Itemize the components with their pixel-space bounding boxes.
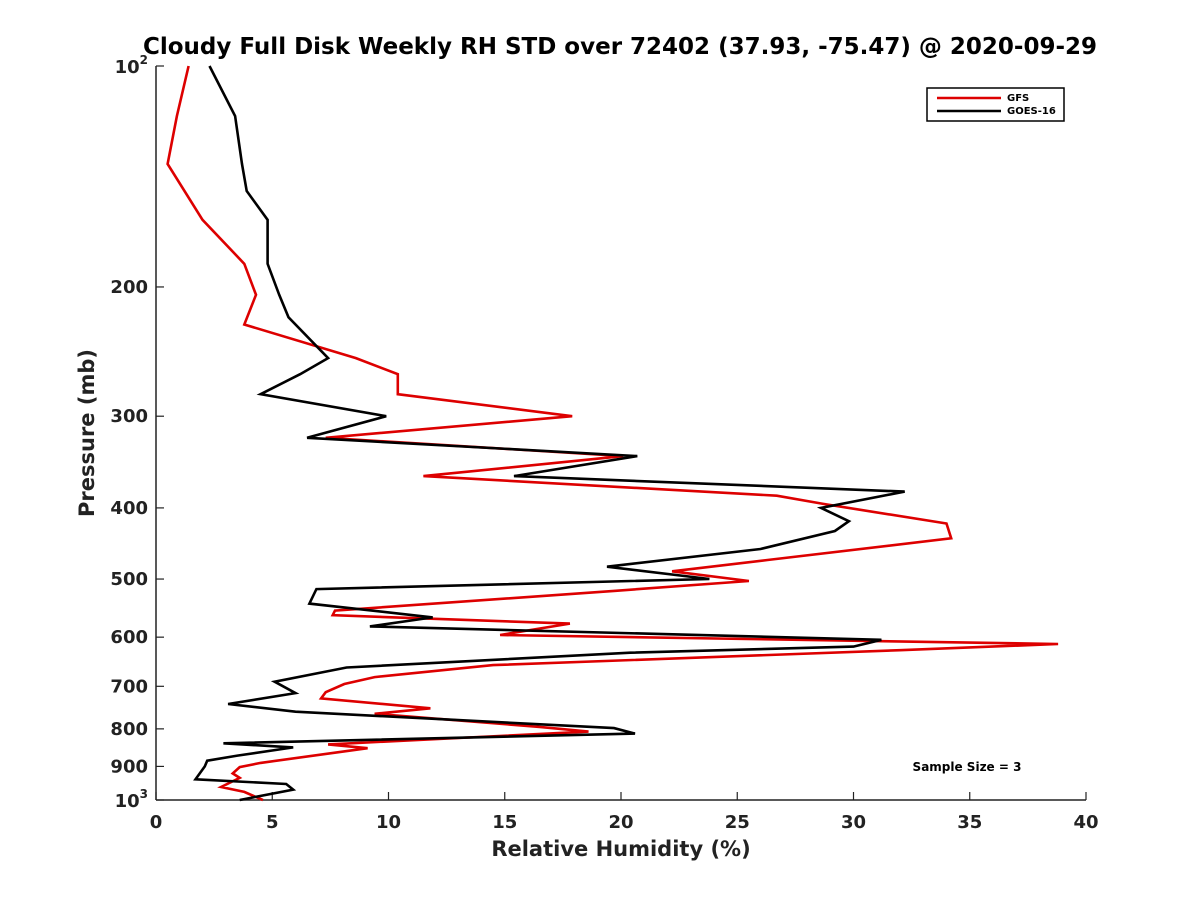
x-tick-label: 40 xyxy=(1073,812,1098,833)
x-tick-label: 20 xyxy=(608,812,633,833)
sample-size-annotation: Sample Size = 3 xyxy=(913,760,1022,774)
y-tick-label: 500 xyxy=(110,569,148,590)
y-tick-label: 900 xyxy=(110,756,148,777)
axis-ticks: 0 5 10 15 20 25 30 35 40 102 200 300 400 500 600 700 800… xyxy=(110,53,1098,833)
series-line-gfs xyxy=(166,65,1059,802)
y-tick-label: 300 xyxy=(110,406,148,427)
x-tick-label: 15 xyxy=(492,812,517,833)
y-tick-label: 200 xyxy=(110,277,148,298)
y-axis-label: Pressure (mb) xyxy=(75,349,99,517)
y-tick-label: 102 xyxy=(115,53,148,78)
y-tick-label: 600 xyxy=(110,627,148,648)
y-tick-label: 700 xyxy=(110,676,148,697)
y-tick-label: 103 xyxy=(115,787,148,812)
y-tick-label: 400 xyxy=(110,498,148,519)
series-line-goes-16 xyxy=(193,65,905,802)
x-tick-label: 0 xyxy=(150,812,163,833)
legend-label-goes-16: GOES-16 xyxy=(1007,106,1056,117)
x-tick-label: 30 xyxy=(841,812,866,833)
axes xyxy=(155,66,1086,801)
series-lines xyxy=(166,65,1059,802)
x-tick-label: 10 xyxy=(376,812,401,833)
legend: GFS GOES-16 xyxy=(926,87,1065,122)
chart-title: Cloudy Full Disk Weekly RH STD over 7240… xyxy=(143,34,1097,60)
x-tick-label: 5 xyxy=(266,812,279,833)
x-tick-label: 35 xyxy=(957,812,982,833)
y-tick-label: 800 xyxy=(110,719,148,740)
legend-label-gfs: GFS xyxy=(1007,93,1029,104)
x-axis-label: Relative Humidity (%) xyxy=(491,837,750,861)
x-tick-label: 25 xyxy=(725,812,750,833)
legend-box xyxy=(926,87,1065,122)
